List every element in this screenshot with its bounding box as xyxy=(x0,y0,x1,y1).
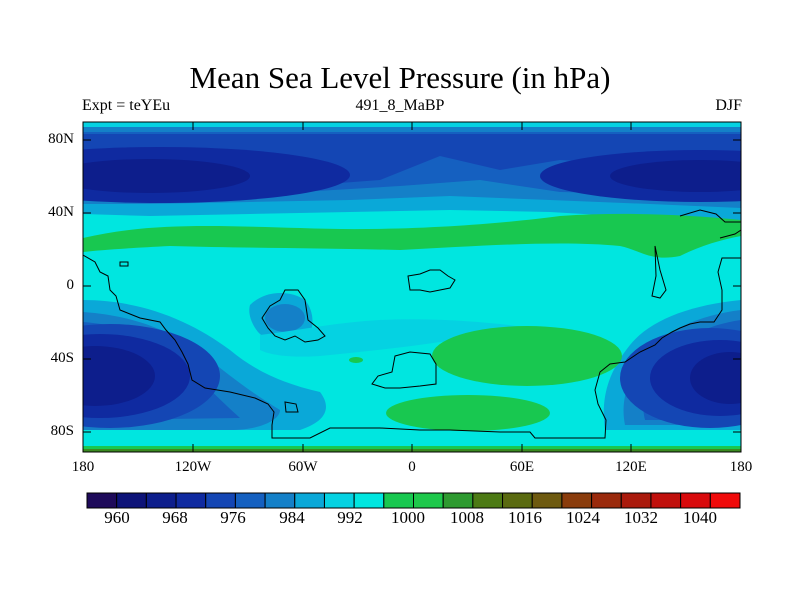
colorbar-box xyxy=(175,492,207,509)
coastlines xyxy=(83,209,741,439)
lon-label-60e: 60E xyxy=(509,459,535,475)
colorbar-label: 1040 xyxy=(683,508,717,527)
south-polar-high xyxy=(386,395,550,431)
coast-southern-island xyxy=(371,351,437,389)
colorbar-box xyxy=(591,492,622,509)
coast-central-island xyxy=(261,289,326,343)
colorbar-label: 1008 xyxy=(450,508,484,527)
experiment-label: Expt = teYEu xyxy=(82,97,171,114)
pressure-field xyxy=(83,122,741,452)
colorbar-box xyxy=(561,492,593,509)
time-label: 491_8_MaBP xyxy=(355,97,445,114)
colorbar-box xyxy=(234,492,266,509)
colorbar-label: 960 xyxy=(104,508,130,527)
colorbar-label: 1024 xyxy=(566,508,600,527)
lat-label-40s: 40S xyxy=(50,350,74,366)
colorbar-label: 968 xyxy=(162,508,188,527)
coast-eastern-strait xyxy=(651,245,667,299)
colorbar-box xyxy=(709,492,741,509)
colorbar-box xyxy=(413,492,444,509)
lat-label-0: 0 xyxy=(66,277,75,293)
lat-label-40n: 40N xyxy=(48,204,74,220)
colorbar-box xyxy=(323,492,355,509)
north-low-east-core xyxy=(610,160,741,192)
lon-label-60w: 60W xyxy=(288,459,318,475)
colorbar-label: 1016 xyxy=(508,508,542,527)
lon-label-0: 0 xyxy=(408,459,416,475)
colorbar-box xyxy=(86,492,118,509)
chart-title: Mean Sea Level Pressure (in hPa) xyxy=(189,60,611,95)
axis-ticks xyxy=(83,122,741,452)
south-low-west-core xyxy=(83,346,155,406)
north-subtropical-high xyxy=(83,213,741,258)
lon-label-180w: 180 xyxy=(71,459,95,475)
colorbar-box xyxy=(264,492,296,509)
south-subtropical-high xyxy=(432,326,622,386)
colorbar-label: 992 xyxy=(337,508,363,527)
colorbar-box xyxy=(294,492,325,509)
colorbar-box xyxy=(383,492,415,509)
colorbar-box xyxy=(620,492,652,509)
season-label: DJF xyxy=(715,97,742,114)
colorbar-label: 1032 xyxy=(624,508,658,527)
colorbar-label: 1000 xyxy=(391,508,425,527)
lat-label-80n: 80N xyxy=(48,131,74,147)
colorbar-box xyxy=(145,492,177,509)
small-high-patch xyxy=(349,357,363,363)
colorbar xyxy=(86,492,741,509)
colorbar-box xyxy=(680,492,711,509)
colorbar-box xyxy=(650,492,682,509)
coast-west-continent xyxy=(83,254,741,439)
lon-label-120w: 120W xyxy=(174,459,212,475)
south-low-east-core xyxy=(690,352,741,404)
colorbar-box xyxy=(442,492,474,509)
lon-label-120e: 120E xyxy=(615,459,647,475)
coast-far-east xyxy=(719,229,741,239)
colorbar-box xyxy=(472,492,504,509)
colorbar-box xyxy=(205,492,236,509)
north-low-west-core xyxy=(83,159,250,193)
coast-south-inlet xyxy=(284,401,299,413)
coast-equatorial-island xyxy=(407,269,456,293)
coast-northeast xyxy=(679,209,741,223)
coast-small-island xyxy=(119,261,129,267)
colorbar-label: 976 xyxy=(220,508,246,527)
colorbar-box xyxy=(116,492,147,509)
west-continent-low-core xyxy=(265,304,305,332)
lat-label-80s: 80S xyxy=(50,423,74,439)
colorbar-box xyxy=(531,492,563,509)
lon-label-180e: 180 xyxy=(729,459,753,475)
colorbar-label: 984 xyxy=(279,508,305,527)
subtropical-mid-band xyxy=(260,319,560,357)
colorbar-box xyxy=(353,492,385,509)
colorbar-box xyxy=(502,492,533,509)
